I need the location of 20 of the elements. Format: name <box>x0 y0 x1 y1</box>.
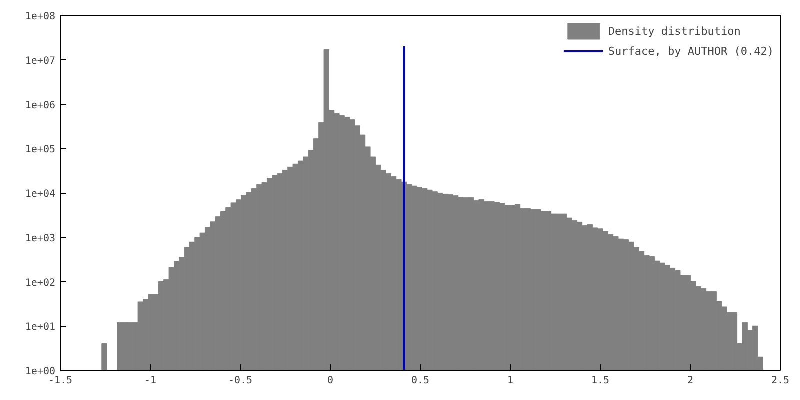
y-tick-label: 1e+01 <box>25 322 56 334</box>
x-tick-label: 0.5 <box>411 376 430 386</box>
x-tick-label: -0.5 <box>228 376 253 386</box>
x-tick-label: -1 <box>144 376 157 386</box>
legend-label: Density distribution <box>608 24 741 38</box>
y-tick-label: 1e+06 <box>25 100 56 112</box>
y-tick-label: 1e+02 <box>25 278 56 289</box>
x-tick-label: 0 <box>327 376 334 386</box>
y-tick-label: 1e+07 <box>25 56 56 67</box>
x-tick-label: 2.5 <box>771 376 790 386</box>
x-tick-label: 1.5 <box>591 376 610 386</box>
x-tick-label: 1 <box>507 376 514 386</box>
y-tick-label: 1e+00 <box>25 366 56 378</box>
x-tick-label: -1.5 <box>48 376 73 386</box>
y-tick-label: 1e+08 <box>25 12 56 22</box>
legend-label: Surface, by AUTHOR (0.42) <box>608 44 774 58</box>
y-tick-label: 1e+05 <box>25 144 56 156</box>
x-tick-label: 2 <box>687 376 694 386</box>
y-tick-label: 1e+03 <box>25 233 56 244</box>
y-tick-label: 1e+04 <box>25 189 56 200</box>
